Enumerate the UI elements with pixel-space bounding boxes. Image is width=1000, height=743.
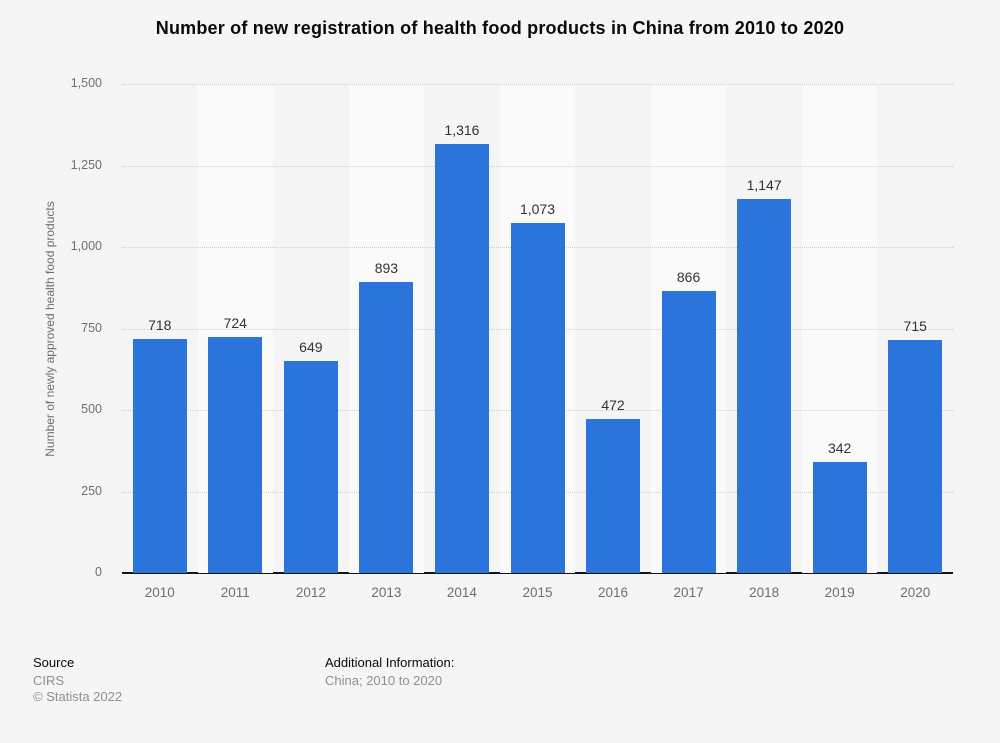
bar-value-label: 866 (676, 268, 701, 285)
bar-value-label: 715 (903, 317, 927, 334)
x-tick-label: 2013 (371, 585, 402, 600)
bar-value-label: 718 (148, 316, 172, 333)
bar-value-label: 1,073 (519, 201, 555, 218)
bar-value-label: 893 (374, 259, 399, 276)
y-tick-label: 750 (81, 320, 102, 335)
y-tick-label: 0 (95, 565, 102, 579)
additional-info-value: China; 2010 to 2020 (325, 673, 443, 688)
x-tick-label: 2016 (598, 585, 629, 600)
source-value: CIRS (33, 673, 65, 688)
bar (661, 290, 716, 573)
additional-info-label: Additional Information: (325, 655, 455, 670)
bar-value-label: 472 (601, 397, 625, 414)
bar-value-label: 1,316 (444, 121, 480, 138)
x-tick-label: 2012 (295, 585, 326, 600)
x-tick-label: 2018 (749, 585, 780, 600)
y-tick-label: 1,500 (70, 76, 102, 90)
copyright: © Statista 2022 (33, 689, 123, 704)
bar-value-label: 342 (827, 439, 852, 456)
bar-value-label: 649 (299, 339, 323, 356)
bar (737, 199, 792, 573)
bar (132, 338, 187, 573)
plot-area: 718 2010 724 2011 649 2012 893 2013 1,316 2014 1,0… (122, 84, 953, 600)
y-tick-label: 1,250 (70, 157, 102, 172)
x-tick-label: 2010 (144, 585, 175, 600)
x-tick-label: 2019 (824, 585, 855, 600)
bar (510, 223, 565, 573)
bar (208, 336, 263, 573)
gridline (122, 84, 953, 85)
bar-value-label: 1,147 (746, 177, 782, 194)
x-axis-line (122, 572, 953, 574)
x-tick-label: 2020 (900, 585, 931, 600)
bar (283, 361, 338, 573)
x-tick-label: 2011 (220, 585, 250, 600)
x-tick-label: 2015 (522, 585, 553, 600)
y-tick-label: 250 (81, 483, 102, 498)
source-label: Source (33, 655, 75, 670)
bar (812, 461, 867, 573)
x-tick-label: 2017 (673, 585, 704, 600)
y-tick-label: 1,000 (70, 239, 102, 253)
bar-value-label: 724 (223, 314, 247, 331)
chart-title: Number of new registration of health foo… (155, 18, 845, 38)
bar (586, 419, 641, 573)
gridline (122, 165, 953, 167)
x-tick-label: 2014 (446, 585, 477, 600)
bar (888, 339, 943, 573)
y-tick-label: 500 (81, 402, 102, 416)
bar (434, 143, 489, 573)
bar (359, 281, 414, 573)
